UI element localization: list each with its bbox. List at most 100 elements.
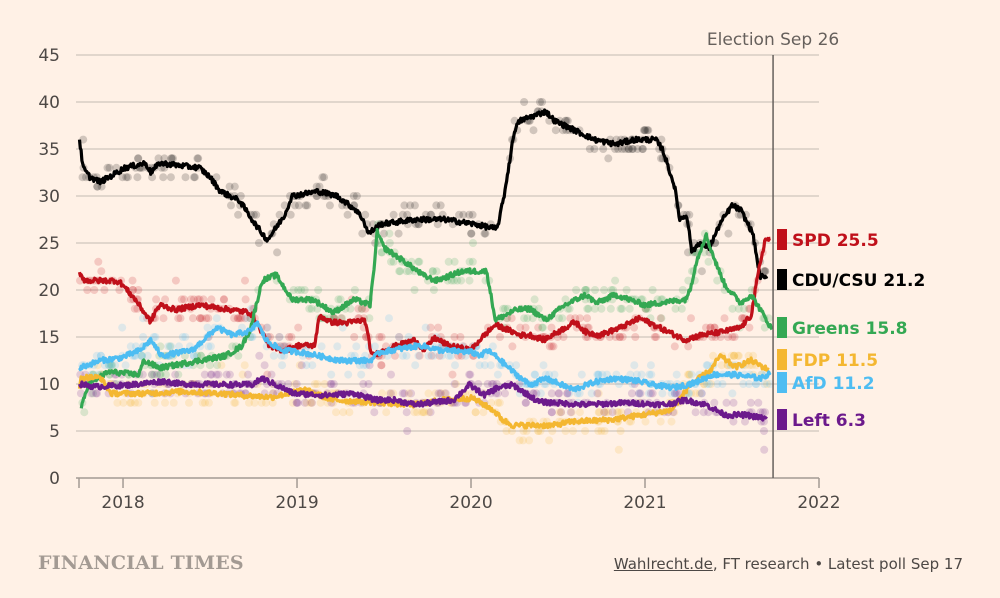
poll-dot [189, 314, 197, 323]
poll-dot [357, 370, 366, 379]
poll-dot [501, 304, 509, 313]
poll-dot [471, 408, 480, 417]
poll-dot [396, 267, 405, 276]
poll-dot [565, 389, 574, 398]
poll-dot [512, 361, 521, 370]
poll-dot [424, 389, 433, 398]
poll-dot [450, 257, 459, 266]
poll-dot [625, 304, 634, 313]
poll-dot [561, 295, 570, 304]
poll-dot [105, 163, 114, 172]
poll-dot [648, 286, 657, 294]
poll-dot [294, 286, 303, 294]
poll-dot [594, 370, 603, 379]
poll-dot [444, 257, 453, 266]
poll-dot [318, 173, 327, 182]
poll-dot [203, 323, 212, 332]
poll-dot [231, 398, 240, 407]
poll-dot [450, 380, 459, 388]
poll-dot [320, 173, 329, 182]
poll-dot [156, 370, 165, 379]
poll-dot [308, 361, 317, 370]
poll-dot [92, 389, 100, 398]
y-axis-ticks: 0 5 10 15 20 25 30 35 40 45 [38, 46, 60, 489]
poll-dot [671, 304, 680, 313]
poll-dot [161, 398, 169, 407]
poll-dot [130, 304, 139, 313]
poll-dot [646, 389, 655, 398]
poll-dot [434, 389, 443, 398]
poll-dot [174, 370, 183, 379]
poll-dot [508, 342, 517, 351]
poll-dot [108, 361, 117, 370]
poll-dot [275, 333, 284, 341]
y-tick-label: 10 [38, 375, 60, 395]
election-label: Election Sep 26 [707, 30, 839, 50]
poll-dot [169, 398, 178, 407]
poll-dot [161, 295, 170, 304]
poll-dot [448, 370, 457, 379]
poll-dot [611, 276, 620, 285]
poll-dot [193, 295, 202, 304]
poll-dot [657, 314, 666, 323]
poll-dot [166, 173, 175, 182]
poll-dot [435, 351, 444, 360]
poll-dot [606, 304, 615, 313]
poll-dot [407, 389, 416, 398]
poll-dot [638, 145, 647, 153]
poll-dot [377, 333, 386, 341]
poll-dot [204, 342, 213, 351]
poll-dot [609, 286, 618, 294]
poll-dot [600, 427, 609, 435]
poll-dot [257, 398, 266, 407]
source-link[interactable]: Wahlrecht.de [613, 555, 713, 573]
poll-dot [530, 295, 539, 304]
poll-dot [572, 286, 581, 294]
poll-dot [294, 323, 303, 332]
poll-dot [302, 398, 311, 407]
x-tick-label: 2022 [797, 493, 840, 513]
poll-dot [295, 361, 304, 370]
poll-dot [297, 286, 306, 294]
poll-dot [89, 389, 97, 398]
poll-dot [385, 229, 394, 238]
poll-dot [431, 389, 440, 398]
poll-dot [457, 276, 466, 285]
poll-dot [713, 380, 722, 388]
poll-dot [378, 389, 387, 398]
poll-dot [293, 398, 302, 407]
poll-dot [294, 201, 303, 210]
poll-dot [359, 380, 368, 388]
poll-dot [469, 239, 477, 247]
poll-dot [112, 163, 121, 172]
poll-dot [432, 201, 441, 210]
poll-dot [128, 276, 137, 285]
poll-dot [403, 427, 412, 435]
poll-dot [691, 389, 700, 398]
poll-dot [241, 295, 250, 304]
poll-dot [177, 295, 186, 304]
poll-dot [614, 145, 623, 153]
poll-dot [465, 276, 474, 285]
poll-dot [467, 229, 476, 238]
poll-dot [357, 304, 366, 313]
poll-dot [734, 304, 743, 313]
poll-dot [80, 408, 89, 417]
poll-dot [465, 370, 474, 379]
poll-dot [702, 323, 710, 332]
poll-dot [611, 145, 620, 153]
poll-dot [729, 398, 738, 407]
poll-dot [648, 389, 657, 398]
poll-dot [134, 154, 143, 163]
poll-dot [200, 370, 209, 379]
poll-dot [148, 370, 156, 379]
poll-dot [563, 389, 572, 398]
x-tick-label: 2020 [449, 493, 492, 513]
poll-dot [190, 173, 199, 182]
poll-dot [538, 323, 547, 332]
poll-dot [336, 295, 345, 304]
poll-dot [628, 145, 637, 153]
poll-dot [382, 408, 391, 417]
party-label-cducsu: CDU/CSU 21.2 [777, 269, 925, 291]
poll-dot [720, 314, 729, 323]
